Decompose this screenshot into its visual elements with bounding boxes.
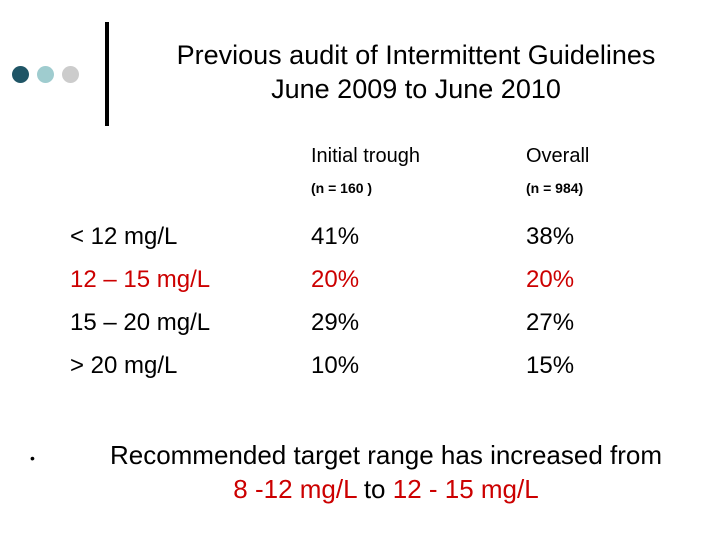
title-line-1: Previous audit of Intermittent Guideline… [176,40,656,70]
range-cell: 12 – 15 mg/L [70,266,211,293]
old-range: 8 -12 mg/L [233,474,357,504]
overall-cell: 20% [526,266,575,293]
range-cell: > 20 mg/L [70,352,178,379]
initial-cell: 10% [311,352,360,379]
note-connector: to [356,474,393,504]
initial-cell: 41% [311,223,360,250]
dot-teal [37,66,54,83]
range-cell: < 12 mg/L [70,223,178,250]
title-line-2: June 2009 to June 2010 [271,74,561,104]
header-initial-trough: Initial trough [311,145,420,167]
initial-cell: 20% [311,266,360,293]
slide-title: Previous audit of Intermittent Guideline… [118,38,714,106]
bullet-marker: • [30,450,35,466]
decorative-dots [12,66,79,83]
overall-cell: 15% [526,352,575,379]
range-cell: 15 – 20 mg/L [70,309,211,336]
subheader-overall-n: (n = 984) [526,180,584,196]
overall-cell: 27% [526,309,575,336]
note-line-2: 8 -12 mg/L to 12 - 15 mg/L [80,472,692,506]
dot-dark [12,66,29,83]
dot-gray [62,66,79,83]
recommendation-note: Recommended target range has increased f… [80,438,692,506]
title-divider [105,22,109,126]
overall-cell: 38% [526,223,575,250]
subheader-initial-n: (n = 160 ) [311,180,373,196]
new-range: 12 - 15 mg/L [392,474,539,504]
note-line-1: Recommended target range has increased f… [109,440,663,470]
header-overall: Overall [526,145,590,167]
initial-cell: 29% [311,309,360,336]
